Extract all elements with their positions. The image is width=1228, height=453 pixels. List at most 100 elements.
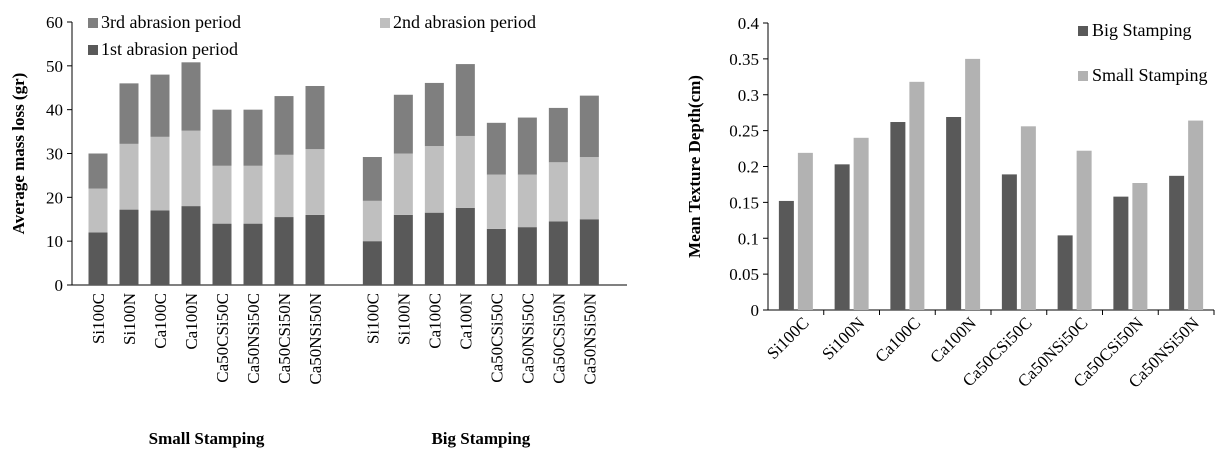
chart1-bar-segment — [362, 157, 382, 201]
chart2-bar — [1076, 150, 1092, 310]
chart1-bar-segment — [305, 149, 325, 215]
chart1-bar-segment — [243, 223, 263, 285]
chart1-category-label: Ca50CSi50C — [213, 293, 232, 383]
chart2-category-label: Si100N — [818, 313, 868, 363]
chart2-category-label: Ca100N — [926, 313, 980, 367]
chart1-category-label: Ca100N — [182, 293, 201, 350]
chart1-category-label: Ca100N — [456, 293, 475, 350]
chart1-bar-segment — [517, 117, 537, 175]
chart1-bar-segment — [119, 209, 139, 285]
chart1-category-label: Si100N — [394, 293, 413, 345]
chart1-bar-segment — [548, 107, 568, 163]
chart2-y-tick-label: 0.1 — [738, 229, 759, 248]
chart1-legend-label: 3rd abrasion period — [101, 12, 241, 32]
chart1-y-tick-label: 30 — [46, 145, 63, 164]
chart2-y-axis-label: Mean Texture Depth(cm) — [685, 75, 704, 258]
chart2-y-tick-label: 0.4 — [738, 14, 760, 33]
chart2-bar — [890, 122, 906, 310]
chart2-bar — [797, 152, 813, 310]
chart1-bar-segment — [181, 206, 201, 285]
chart1-category-label: Ca50NSi50C — [518, 293, 537, 384]
chart2-legend-swatch — [1078, 71, 1088, 81]
chart2-category-label: Ca100C — [871, 313, 924, 366]
chart1-legend-swatch — [88, 18, 98, 28]
chart1-group-label: Big Stamping — [431, 429, 530, 448]
chart1-bar-segment — [548, 221, 568, 285]
chart1-y-tick-label: 50 — [46, 57, 63, 76]
chart1-bar-segment — [243, 109, 263, 166]
chart1-category-label: Si100C — [363, 293, 382, 344]
chart1-y-tick-label: 40 — [46, 101, 63, 120]
chart1-y-tick-label: 60 — [46, 13, 63, 32]
chart1-bar-segment — [424, 82, 444, 147]
chart2-bar — [1169, 175, 1185, 310]
chart1-category-label: Ca50NSi50C — [244, 293, 263, 384]
chart2-bar — [965, 58, 981, 310]
chart1-bar-segment — [548, 162, 568, 222]
chart1-bar-segment — [181, 62, 201, 131]
chart1-category-label: Ca50CSi50C — [487, 293, 506, 383]
chart1-bar-segment — [486, 122, 506, 175]
chart2-bar — [1132, 183, 1148, 310]
chart1-bar-segment — [150, 210, 170, 285]
chart1-bar-segment — [579, 219, 599, 285]
chart2-legend-swatch — [1078, 26, 1088, 36]
chart2-bar — [946, 116, 962, 311]
chart1-bar-segment — [486, 228, 506, 285]
chart2-y-tick-label: 0.15 — [729, 193, 759, 212]
chart1-bar-segment — [212, 165, 232, 224]
chart1-category-label: Si100C — [89, 293, 108, 344]
chart2-bar — [853, 137, 869, 310]
chart1-legend-label: 2nd abrasion period — [393, 12, 536, 32]
chart2-y-tick-label: 0.25 — [729, 122, 759, 141]
chart1-bar-segment — [455, 135, 475, 208]
chart1-bar-segment — [362, 200, 382, 242]
chart2-y-tick-label: 0.35 — [729, 50, 759, 69]
chart1-bar-segment — [424, 146, 444, 213]
chart2-y-tick-label: 0 — [751, 301, 760, 320]
chart1-y-tick-label: 20 — [46, 188, 63, 207]
chart1-bar-segment — [455, 64, 475, 136]
chart1-bar-segment — [517, 174, 537, 228]
chart1-legend-swatch — [380, 18, 390, 28]
chart1-bar-segment — [579, 157, 599, 220]
chart1-category-label: Ca100C — [151, 293, 170, 349]
chart1-bar-segment — [88, 153, 108, 189]
chart2-y-tick-label: 0.2 — [738, 158, 759, 177]
chart1-bar-segment — [274, 217, 294, 285]
chart1-bar-segment — [212, 223, 232, 285]
chart2-y-tick-label: 0.3 — [738, 86, 759, 105]
chart1-bar-segment — [393, 153, 413, 215]
chart1-bar-segment — [243, 165, 263, 224]
chart1-bar-segment — [88, 188, 108, 233]
chart1-y-tick-label: 0 — [55, 276, 64, 295]
chart1-bar-segment — [362, 241, 382, 285]
chart1-bar-segment — [274, 96, 294, 155]
chart2-category-label: Si100C — [763, 313, 813, 363]
chart1-category-label: Ca50CSi50N — [275, 293, 294, 384]
chart1-bar-segment — [393, 94, 413, 154]
chart2-y-tick-label: 0.05 — [729, 265, 759, 284]
chart1-bar-segment — [150, 74, 170, 137]
chart1-bar-segment — [455, 207, 475, 285]
chart1-bar-segment — [393, 214, 413, 285]
chart1-bar-segment — [88, 232, 108, 285]
chart1-bar-segment — [119, 83, 139, 144]
chart2-bar — [834, 164, 850, 310]
chart2-bar — [1020, 126, 1036, 310]
chart1-bar-segment — [305, 85, 325, 150]
chart2-bar — [1057, 235, 1073, 310]
chart1-y-axis-label: Average mass loss (gr) — [9, 73, 28, 235]
chart2-bar — [909, 81, 925, 311]
chart2-bar — [1001, 174, 1017, 310]
chart1-bar-segment — [424, 212, 444, 285]
chart1-legend-label: 1st abrasion period — [101, 39, 238, 59]
chart2-bar — [1113, 196, 1129, 310]
chart1-bar-segment — [212, 109, 232, 166]
chart1-bar-segment — [579, 95, 599, 158]
chart1-bar-segment — [119, 143, 139, 210]
chart1-category-label: Ca50NSi50N — [306, 293, 325, 385]
chart1-category-label: Ca50CSi50N — [549, 293, 568, 384]
